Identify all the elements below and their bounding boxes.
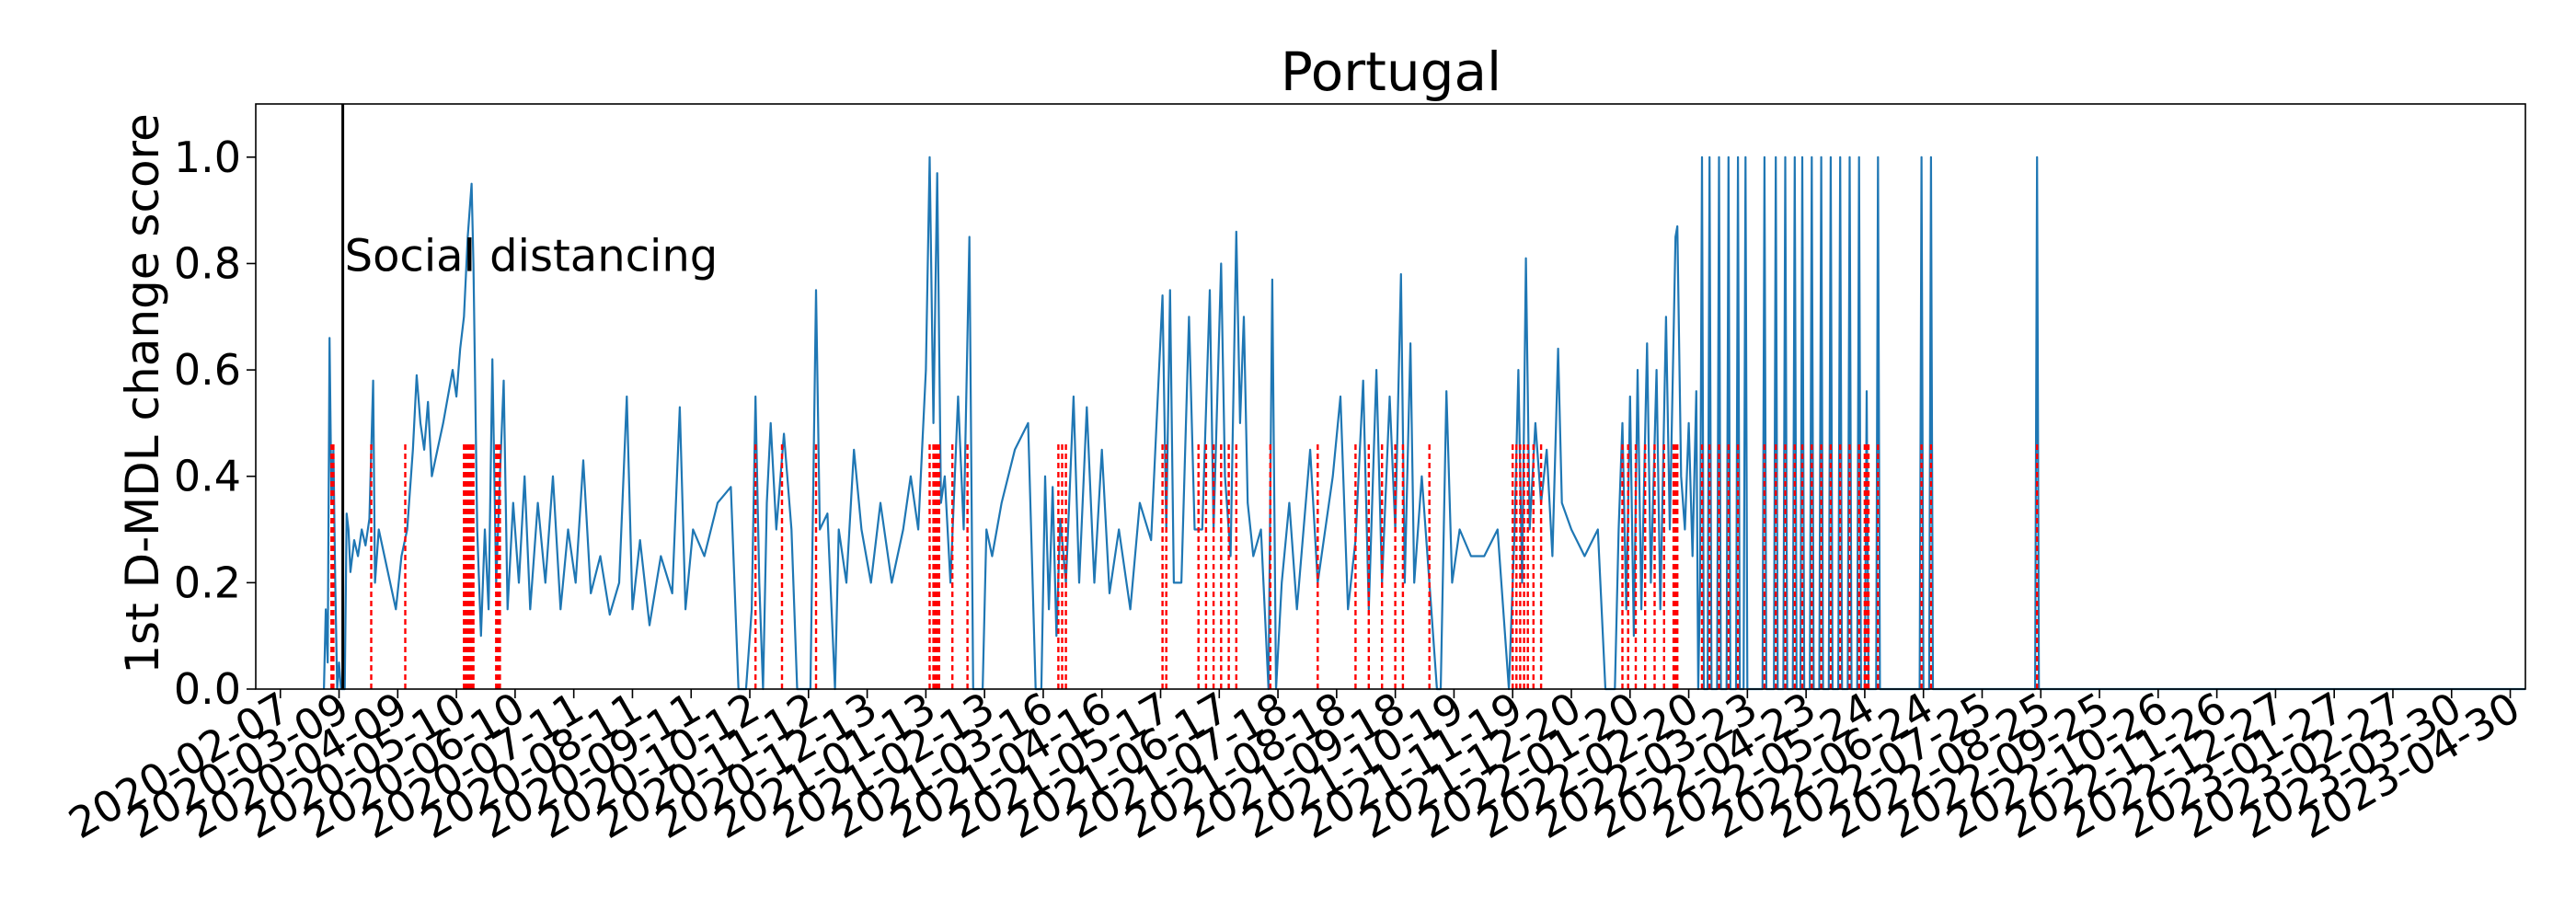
y-tick-label: 0.8 <box>174 238 241 288</box>
axes-frame <box>255 103 2526 690</box>
y-tick-label: 0.2 <box>174 558 241 607</box>
change-points <box>330 444 2039 689</box>
annotation-label: Social distancing <box>345 230 719 282</box>
y-tick-label: 1.0 <box>174 132 241 182</box>
y-tick-label: 0.4 <box>174 452 241 501</box>
plot-area: Social distancing 0.0 0.2 0.4 0.6 0.8 1.0 2020-… <box>61 103 2528 848</box>
y-axis: 0.0 0.2 0.4 0.6 0.8 1.0 <box>174 132 256 714</box>
y-axis-label: 1st D-MDL change score <box>116 113 169 674</box>
y-tick-label: 0.6 <box>174 345 241 395</box>
chart-title: Portugal <box>1281 40 1501 103</box>
x-axis: 2020-02-072020-03-092020-04-092020-05-10… <box>61 683 2528 848</box>
y-tick-label: 0.0 <box>174 664 241 714</box>
